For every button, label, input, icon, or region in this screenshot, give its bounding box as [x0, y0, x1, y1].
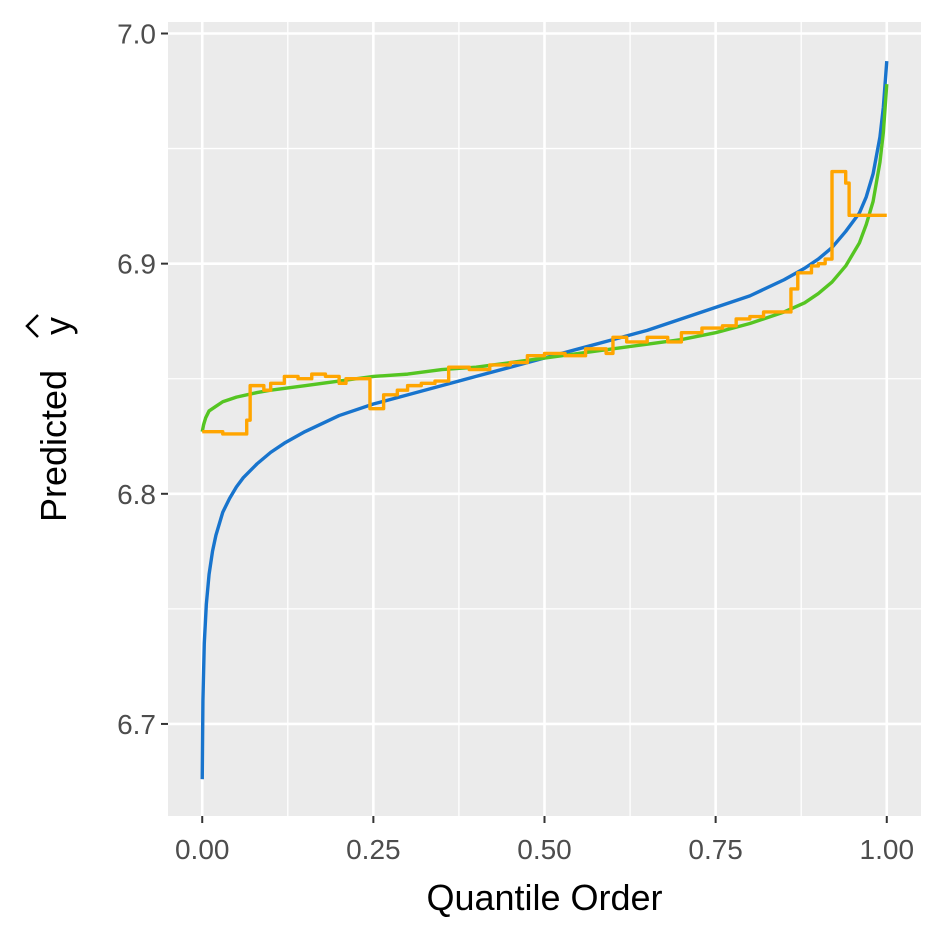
x-tick-label: 0.00 — [175, 834, 230, 865]
x-tick-label: 0.25 — [346, 834, 401, 865]
y-axis-title: Predicted y — [25, 314, 78, 522]
y-tick-label: 7.0 — [117, 19, 156, 50]
x-axis-title: Quantile Order — [426, 877, 662, 918]
hat-caret-icon — [25, 314, 39, 338]
y-axis-title-text: Predicted — [33, 370, 74, 522]
x-tick-label: 0.75 — [688, 834, 743, 865]
x-tick-label: 0.50 — [517, 834, 572, 865]
y-axis-title-symbol: y — [37, 317, 78, 335]
y-tick-label: 6.7 — [117, 709, 156, 740]
y-tick-label: 6.8 — [117, 479, 156, 510]
series-line-2 — [200, 84, 889, 432]
y-tick-label: 6.9 — [117, 249, 156, 280]
y-axis-ticks: 6.7 6.8 6.9 7.0 — [117, 19, 168, 740]
x-tick-label: 1.00 — [860, 834, 915, 865]
major-gridlines — [168, 22, 921, 816]
series-line-1 — [200, 60, 889, 780]
x-axis-ticks: 0.00 0.25 0.50 0.75 1.00 — [175, 816, 914, 865]
series-lines — [200, 60, 889, 780]
series-line-3 — [202, 169, 887, 436]
